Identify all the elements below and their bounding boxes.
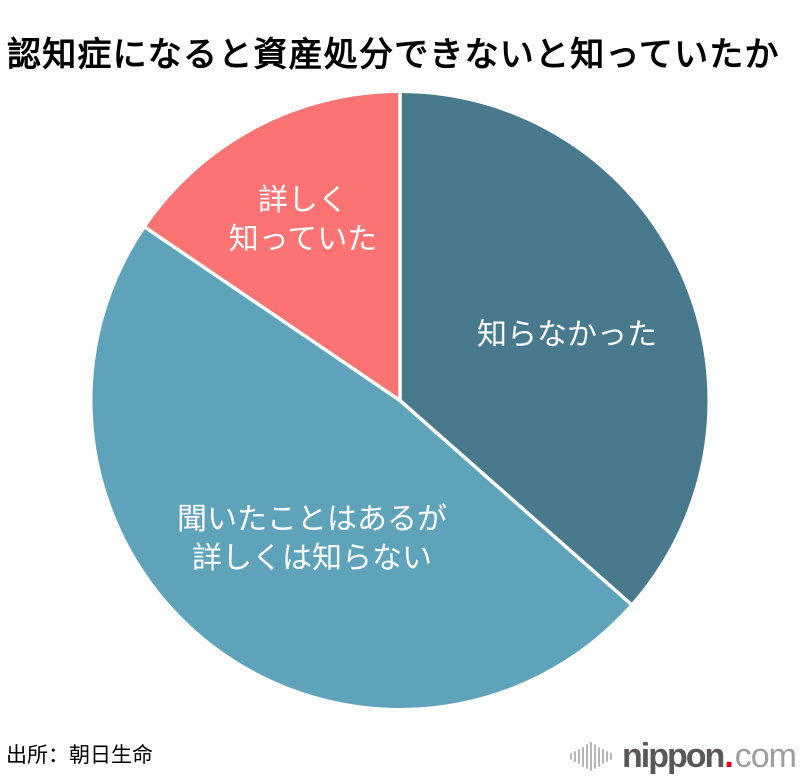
logo-dot: . — [724, 737, 734, 775]
slice-label-text-line2: 詳しくは知らない — [192, 542, 432, 575]
slice-label-knew-in-detail: 詳しく 知っていた — [229, 181, 378, 259]
slice-label-text: 知らなかった — [477, 318, 657, 352]
chart-title: 認知症になると資産処分できないと知っていたか — [7, 35, 780, 74]
slice-label-heard-but-no-details: 聞いたことはあるが 詳しくは知らない — [177, 500, 447, 578]
slice-label-text-line1: 聞いたことはあるが — [177, 503, 447, 536]
slice-label-text-line2: 知っていた — [228, 223, 378, 256]
slice-label-text-line1: 詳しく — [258, 184, 348, 217]
logo-domain-text: com — [734, 737, 797, 775]
soundwave-icon — [569, 742, 613, 772]
slice-label-didnt-know: 知らなかった — [477, 316, 657, 355]
source-note: 出所：朝日生命 — [6, 744, 153, 767]
nippon-com-logo: nippon . com — [569, 737, 797, 776]
logo-brand-text: nippon — [622, 737, 725, 775]
